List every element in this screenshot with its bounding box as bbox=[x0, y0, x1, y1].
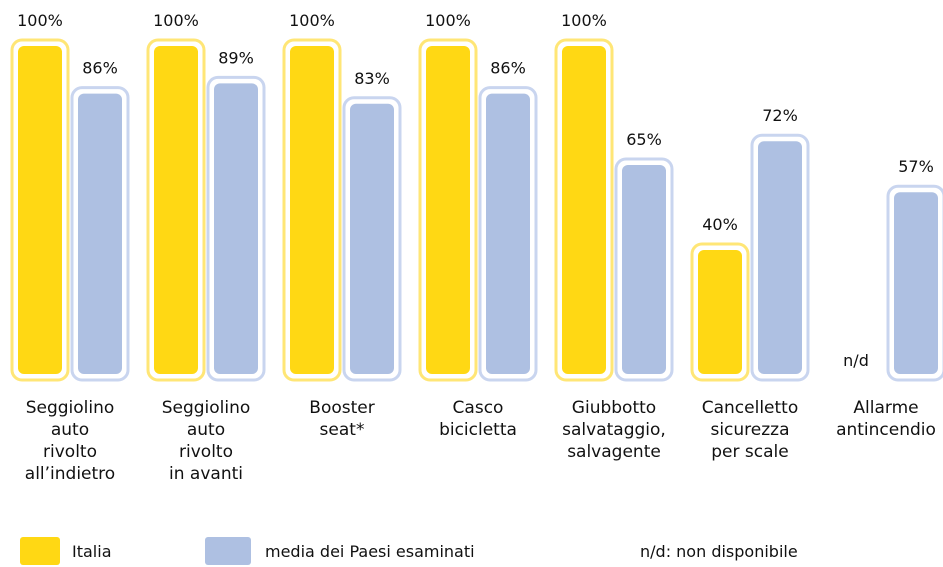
x-tick-label: Cancelletto sicurezza per scale bbox=[701, 398, 799, 462]
legend-swatch bbox=[20, 537, 60, 565]
bar bbox=[562, 46, 606, 374]
bar bbox=[426, 46, 470, 374]
x-tick-label: Giubbotto salvataggio, salvagente bbox=[562, 398, 666, 462]
value-label: 89% bbox=[218, 48, 254, 67]
value-label: 57% bbox=[898, 157, 934, 176]
value-label: 86% bbox=[490, 59, 526, 78]
value-label: 72% bbox=[762, 106, 798, 125]
value-label: 65% bbox=[626, 130, 662, 149]
value-label: n/d bbox=[843, 351, 869, 370]
bar bbox=[758, 141, 802, 374]
note: n/d: non disponibile bbox=[640, 542, 798, 561]
x-tick-label: Allarme antincendio bbox=[836, 398, 936, 440]
value-label: 100% bbox=[289, 11, 335, 30]
legend-label: Italia bbox=[72, 542, 112, 561]
value-label: 83% bbox=[354, 69, 390, 88]
value-label: 86% bbox=[82, 59, 118, 78]
bar bbox=[894, 192, 938, 374]
x-tick-label: Seggiolino auto rivolto in avanti bbox=[161, 398, 251, 484]
bar bbox=[214, 83, 258, 375]
bar bbox=[18, 46, 62, 374]
bar bbox=[154, 46, 198, 374]
bar bbox=[622, 165, 666, 374]
bar bbox=[698, 250, 742, 374]
x-tick-label: Booster seat* bbox=[309, 398, 375, 440]
x-tick-label: Casco bicicletta bbox=[439, 398, 517, 440]
value-label: 100% bbox=[425, 11, 471, 30]
x-tick-label: Seggiolino auto rivolto all’indietro bbox=[24, 398, 116, 484]
value-label: 40% bbox=[702, 215, 738, 234]
bar bbox=[78, 93, 122, 374]
value-label: 100% bbox=[17, 11, 63, 30]
bar bbox=[350, 103, 394, 375]
bar bbox=[290, 46, 334, 374]
legend-label: media dei Paesi esaminati bbox=[265, 542, 475, 561]
value-label: 100% bbox=[153, 11, 199, 30]
legend-swatch bbox=[205, 537, 251, 565]
value-label: 100% bbox=[561, 11, 607, 30]
bar bbox=[486, 93, 530, 374]
